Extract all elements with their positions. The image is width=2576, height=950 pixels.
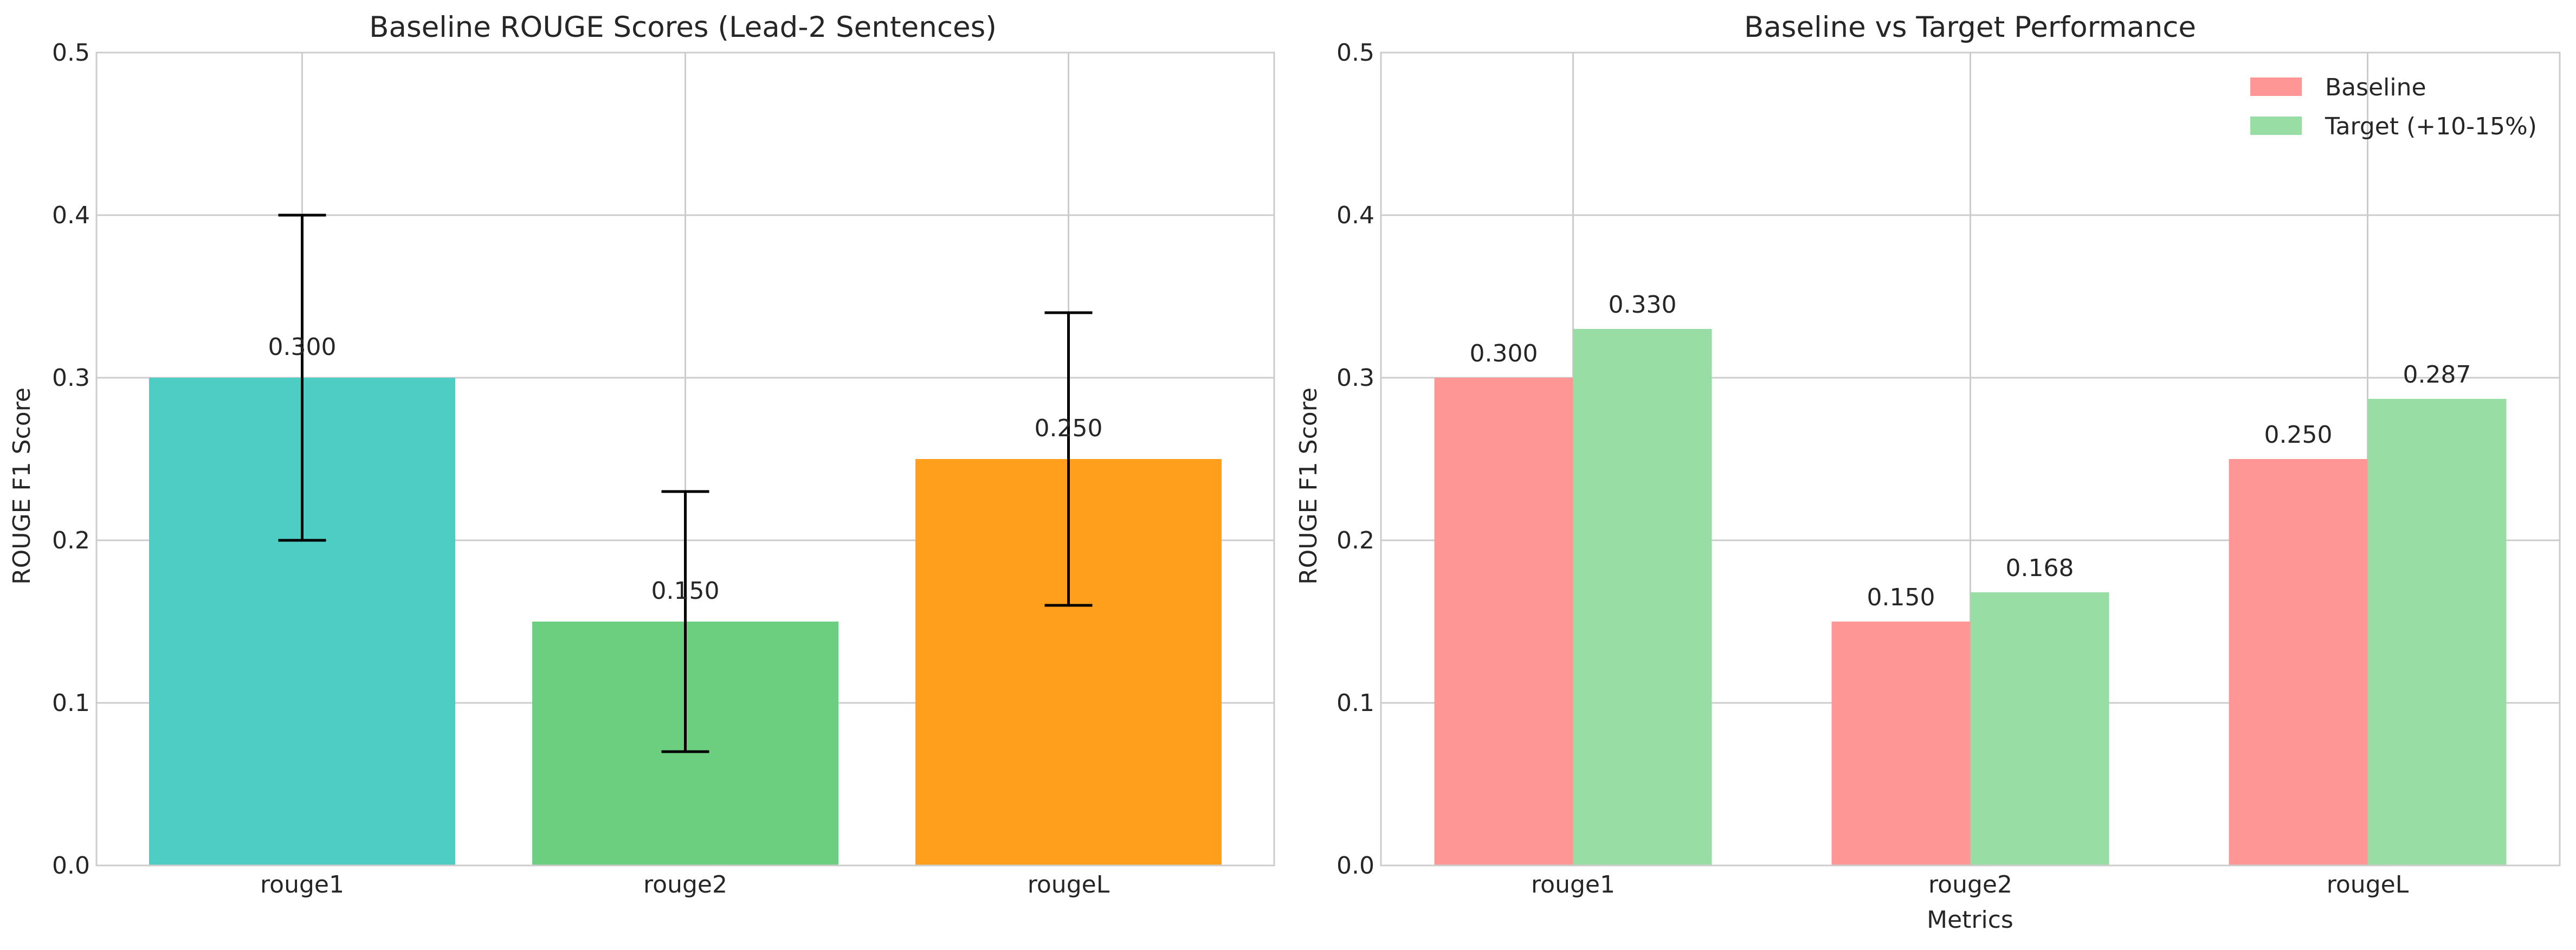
y-tick-label: 0.0 [1337, 852, 1374, 880]
y-tick-label: 0.3 [1337, 364, 1374, 392]
bar-baseline-rouge1 [1434, 378, 1573, 865]
y-tick-labels: 0.0 0.1 0.2 0.3 0.4 0.5 [1337, 39, 1374, 880]
y-axis-label: ROUGE F1 Score [8, 387, 36, 585]
x-tick-label: rouge1 [1531, 871, 1615, 899]
value-label: 0.300 [1470, 340, 1538, 367]
plot-frame [1380, 51, 2561, 867]
value-label: 0.300 [268, 333, 337, 361]
value-label: 0.168 [2006, 554, 2074, 582]
x-tick-label: rouge2 [1928, 871, 2012, 899]
x-tick-label: rouge2 [643, 871, 727, 899]
bars [1434, 329, 2507, 865]
y-tick-label: 0.5 [1337, 39, 1374, 67]
bar-baseline-rouge2 [1831, 622, 1971, 865]
bar-target-rouge2 [1970, 592, 2109, 865]
value-labels: 0.300 0.150 0.250 [268, 333, 1103, 605]
x-tick-label: rouge1 [260, 871, 344, 899]
chart-title: Baseline ROUGE Scores (Lead-2 Sentences) [369, 11, 997, 44]
bar-baseline-rougeL [2229, 459, 2368, 865]
value-label: 0.330 [1609, 291, 1677, 319]
legend-label-target: Target (+10-15%) [2325, 113, 2537, 140]
y-tick-label: 0.1 [1337, 689, 1374, 717]
y-tick-label: 0.5 [52, 39, 90, 67]
x-tick-labels: rouge1 rouge2 rougeL [260, 871, 1110, 899]
value-label: 0.150 [651, 577, 720, 605]
y-tick-label: 0.4 [1337, 202, 1374, 229]
chart-baseline-rouge: Baseline ROUGE Scores (Lead-2 Sentences)… [8, 11, 1275, 899]
y-tick-label: 0.2 [1337, 527, 1374, 554]
legend-swatch-target [2250, 117, 2302, 135]
error-bars [278, 214, 1093, 753]
x-tick-label: rougeL [2327, 871, 2409, 899]
chart-title: Baseline vs Target Performance [1744, 11, 2196, 44]
y-tick-label: 0.1 [52, 689, 90, 717]
y-tick-label: 0.4 [52, 202, 90, 229]
y-tick-labels: 0.0 0.1 0.2 0.3 0.4 0.5 [52, 39, 90, 880]
legend: Baseline Target (+10-15%) [2250, 74, 2537, 140]
legend-label-baseline: Baseline [2325, 74, 2426, 101]
chart-baseline-vs-target: Baseline vs Target Performance ROUGE F1 … [1295, 11, 2561, 934]
x-tick-labels: rouge1 rouge2 rougeL [1531, 871, 2409, 899]
x-axis-label: Metrics [1927, 906, 2013, 934]
bar-target-rougeL [2367, 399, 2507, 865]
value-label: 0.150 [1867, 584, 1935, 611]
value-label: 0.250 [2264, 421, 2333, 449]
value-label: 0.250 [1035, 415, 1103, 442]
value-label: 0.287 [2403, 361, 2471, 389]
y-tick-label: 0.0 [52, 852, 90, 880]
y-tick-label: 0.2 [52, 527, 90, 554]
plot-frame [95, 51, 1275, 867]
bar-target-rouge1 [1573, 329, 1712, 865]
y-tick-label: 0.3 [52, 364, 90, 392]
x-tick-label: rougeL [1028, 871, 1110, 899]
value-labels: 0.300 0.150 0.250 0.330 0.168 0.287 [1470, 291, 2471, 611]
y-axis-label: ROUGE F1 Score [1295, 387, 1322, 585]
legend-swatch-baseline [2250, 77, 2302, 96]
